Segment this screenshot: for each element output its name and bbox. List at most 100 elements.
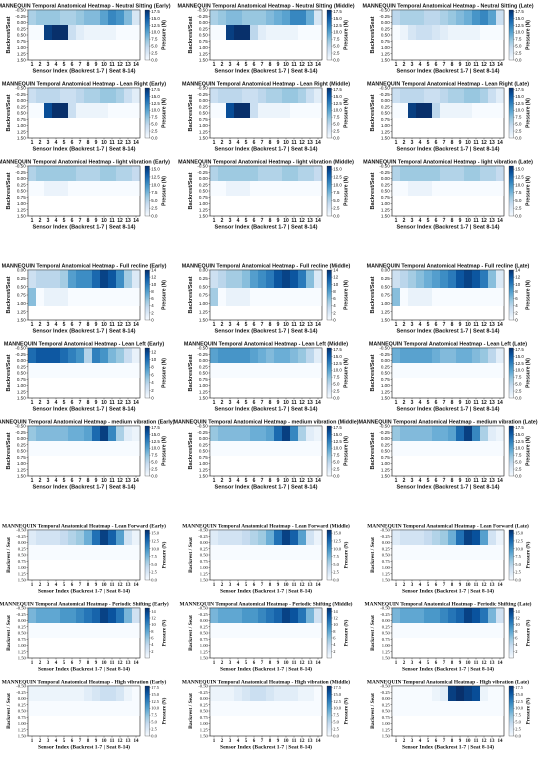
heatmap-cell (480, 701, 489, 716)
heatmap-cell (408, 363, 417, 378)
heatmap-cell (250, 348, 259, 363)
heatmap-cell (92, 10, 101, 25)
y-tick-label: 1.00 (381, 123, 390, 128)
colorbar-tick-label: 10.0 (151, 30, 160, 35)
heatmap-cell (218, 181, 227, 196)
heatmap-cell (250, 686, 259, 701)
y-tick-label: -0.50 (379, 164, 390, 169)
x-tick-label: 5 (427, 140, 430, 146)
heatmap-cell (400, 103, 409, 118)
heatmap-cell (408, 181, 417, 196)
heatmap-cell (456, 426, 465, 441)
heatmap-cell (282, 288, 291, 306)
heatmap-cell (76, 103, 85, 118)
y-tick-label: -0.50 (15, 346, 26, 351)
heatmap-cell (132, 608, 141, 623)
colorbar-tick-label: 5.0 (151, 562, 157, 567)
colorbar-tick-label: 17.5 (515, 87, 524, 92)
heatmap-cell (440, 545, 449, 560)
colorbar-label: Pressure (N) (344, 176, 350, 206)
x-tick-label: 5 (427, 739, 430, 744)
x-tick-label: 13 (307, 478, 313, 484)
heatmap-cell (432, 270, 441, 288)
y-tick-label: 0.75 (381, 39, 390, 44)
y-tick-label: 1.50 (381, 318, 390, 323)
heatmap-cell (298, 701, 307, 716)
x-tick-label: 11 (474, 739, 479, 744)
heatmap-cell (496, 701, 505, 716)
y-axis-label: Backrest/Seat (6, 432, 12, 469)
x-tick-label: 3 (229, 218, 232, 224)
heatmap-cell (100, 608, 109, 623)
heatmap-cell (60, 608, 69, 623)
heatmap-cell (36, 608, 45, 623)
heatmap-cell (488, 701, 497, 716)
y-tick-label: -0.25 (15, 352, 26, 357)
heatmap-cell (472, 623, 481, 638)
colorbar-tick-label: 10.0 (151, 446, 160, 451)
panel-title: MANNEQUIN Temporal Anatomical Heatmap - … (2, 264, 167, 270)
y-tick-label: 1.25 (199, 51, 208, 56)
heatmap-cell (392, 88, 401, 103)
heatmap-cell (306, 348, 315, 363)
x-tick-label: 4 (237, 478, 240, 484)
x-tick-label: 1 (31, 218, 34, 224)
colorbar-tick-label: 6 (515, 636, 518, 641)
colorbar (508, 9, 514, 61)
heatmap-cell (496, 88, 505, 103)
heatmap-cell (282, 88, 291, 103)
x-tick-label: 10 (101, 62, 107, 68)
heatmap-cell (84, 441, 93, 456)
heatmap-cell (400, 608, 409, 623)
y-tick-label: 0.50 (199, 284, 208, 289)
colorbar (508, 269, 514, 321)
heatmap-cell (132, 288, 141, 306)
x-tick-label: 3 (47, 478, 50, 484)
colorbar-tick-label: 0.0 (333, 396, 340, 401)
x-tick-label: 1 (31, 478, 34, 484)
y-tick-label: 1.00 (381, 201, 390, 206)
colorbar (144, 269, 150, 321)
heatmap-cell (76, 426, 85, 441)
x-tick-label: 13 (489, 218, 495, 224)
x-tick-label: 3 (229, 739, 232, 744)
heatmap-cell (464, 623, 473, 638)
x-tick-label: 12 (481, 322, 487, 328)
x-tick-label: 11 (473, 400, 479, 406)
heatmap-cell (234, 623, 243, 638)
y-tick-label: -0.25 (379, 14, 390, 19)
x-tick-label: 2 (403, 661, 406, 666)
heatmap-cell (472, 10, 481, 25)
heatmap-panel: MANNEQUIN Temporal Anatomical Heatmap - … (2, 82, 168, 153)
heatmap-cell (464, 181, 473, 196)
heatmap-cell (488, 426, 497, 441)
colorbar-tick-label: 10.0 (515, 108, 524, 113)
colorbar-tick-label: 0.0 (151, 578, 157, 583)
y-tick-label: 1.00 (199, 45, 208, 50)
x-tick-label: 5 (427, 218, 430, 224)
x-tick-label: 2 (39, 478, 42, 484)
heatmap-cell (250, 103, 259, 118)
x-tick-label: 10 (284, 661, 290, 666)
panel-title: MANNEQUIN Temporal Anatomical Heatmap - … (4, 342, 164, 348)
heatmap-cell (84, 545, 93, 560)
heatmap-cell (314, 441, 323, 456)
x-tick-label: 10 (102, 739, 108, 744)
heatmap-cell (226, 608, 235, 623)
y-tick-label: 1.00 (381, 301, 390, 306)
colorbar-label: Pressure (N) (344, 358, 350, 388)
colorbar-label: Pressure (N) (344, 98, 350, 128)
heatmap-panel: MANNEQUIN Temporal Anatomical Heatmap - … (367, 82, 532, 153)
y-tick-label: 1.00 (381, 45, 390, 50)
x-axis-label: Sensor Index (Backrest 1-7 | Seat 8-14) (220, 744, 312, 751)
heatmap-cell (218, 348, 227, 363)
heatmap-cell (52, 686, 61, 701)
x-tick-label: 7 (79, 583, 82, 588)
colorbar-tick-label: 0.0 (515, 214, 522, 219)
y-tick-label: 0.25 (381, 364, 390, 369)
heatmap-cell (432, 166, 441, 181)
y-tick-label: 1.25 (381, 51, 390, 56)
heatmap-cell (472, 530, 481, 545)
heatmap-cell (44, 181, 53, 196)
heatmap-cell (92, 103, 101, 118)
